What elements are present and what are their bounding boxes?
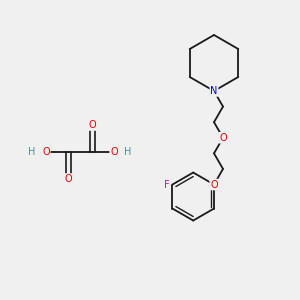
- Text: O: O: [42, 147, 50, 157]
- Text: H: H: [124, 147, 132, 157]
- Text: H: H: [28, 147, 36, 157]
- Text: O: O: [64, 174, 72, 184]
- Text: F: F: [164, 179, 169, 190]
- Text: O: O: [219, 133, 227, 143]
- Text: N: N: [210, 86, 218, 96]
- Text: O: O: [210, 179, 218, 190]
- Text: O: O: [110, 147, 118, 157]
- Text: O: O: [88, 120, 96, 130]
